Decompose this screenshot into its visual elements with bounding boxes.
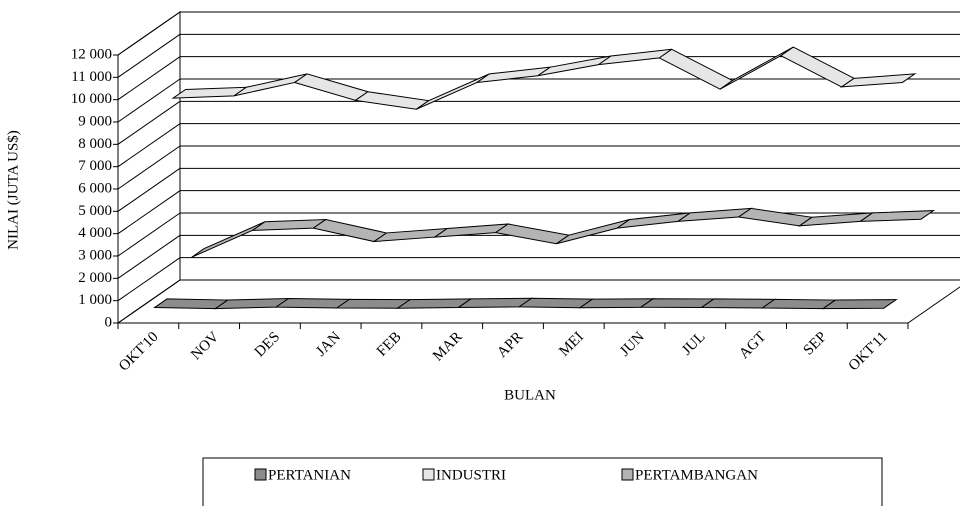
y-tick-label: 1 000	[78, 292, 112, 308]
y-tick-label: 0	[105, 314, 113, 330]
x-tick-label: OKT'11	[846, 329, 891, 374]
grid-line	[117, 257, 181, 302]
x-tick-label: OKT'10	[116, 329, 162, 375]
grid-line	[117, 279, 181, 324]
y-tick-label: 2 000	[78, 270, 112, 286]
y-tick-label: 6 000	[78, 180, 112, 196]
x-tick-label: JAN	[313, 329, 344, 360]
ribbon-segment	[858, 210, 936, 222]
y-tick-label: 9 000	[78, 113, 112, 129]
x-tick-label: SEP	[801, 329, 831, 359]
y-tick-label: 11 000	[71, 69, 112, 85]
x-tick-label: JUN	[617, 329, 648, 360]
x-tick-label: JUL	[679, 329, 709, 359]
x-tick-label: FEB	[374, 329, 405, 360]
grid-line	[117, 190, 181, 235]
legend-swatch	[254, 468, 267, 481]
legend-swatch	[422, 468, 435, 481]
legend-label: INDUSTRI	[436, 467, 506, 483]
y-tick-label: 4 000	[78, 225, 112, 241]
y-axis-title: NILAI (JUTA US$)	[5, 130, 21, 250]
legend: PERTANIAN INDUSTRI PERTAMBANGAN	[202, 457, 883, 506]
y-tick-label: 5 000	[78, 203, 112, 219]
x-tick-label: DES	[252, 329, 283, 360]
y-tick-label: 3 000	[78, 247, 112, 263]
grid-line	[117, 11, 181, 56]
grid-line	[117, 234, 181, 279]
legend-swatch	[621, 468, 634, 481]
legend-label: PERTANIAN	[268, 467, 351, 483]
legend-box	[202, 457, 883, 506]
grid-line	[117, 33, 181, 78]
x-axis-title: BULAN	[504, 387, 556, 403]
grid-line	[117, 145, 181, 190]
x-tick-label: MEI	[556, 329, 587, 360]
grid-line	[117, 123, 181, 168]
x-tick-label: MAR	[430, 329, 465, 364]
y-tick-label: 8 000	[78, 136, 112, 152]
x-tick-label: NOV	[188, 329, 222, 363]
x-tick-label: APR	[494, 329, 526, 361]
y-tick-label: 7 000	[78, 158, 112, 174]
grid-line	[117, 78, 181, 123]
grid-line	[117, 167, 181, 212]
grid-line	[117, 56, 181, 101]
grid-line	[117, 212, 181, 257]
ribbon-segment	[821, 299, 898, 310]
legend-label: PERTAMBANGAN	[635, 467, 758, 483]
y-tick-label: 12 000	[71, 46, 112, 62]
grid-line	[117, 100, 181, 145]
x-tick-label: AGT	[736, 329, 769, 362]
y-tick-label: 10 000	[71, 91, 112, 107]
ribbon-segment	[839, 73, 917, 88]
